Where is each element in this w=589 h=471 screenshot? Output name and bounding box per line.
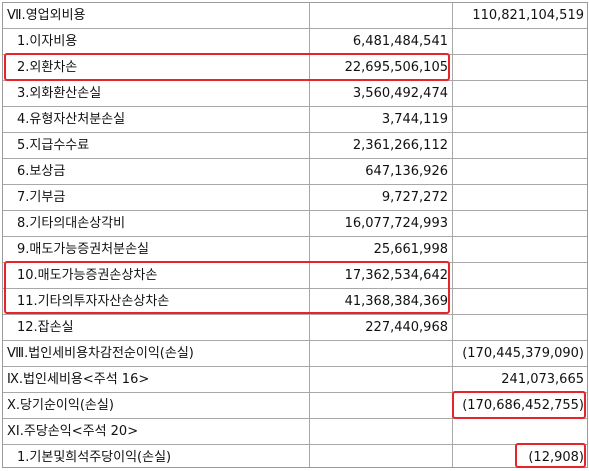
row-amount-detail: 2,361,266,112 <box>352 138 448 153</box>
row-amount-total <box>456 159 584 184</box>
row-amount-total <box>456 211 584 236</box>
statement-row: 1.이자비용 6,481,484,541 <box>3 29 587 55</box>
statement-row: 1.기본및희석주당이익(손실) (12,908) <box>3 445 587 471</box>
column-divider <box>452 3 453 467</box>
row-amount-detail: 6,481,484,541 <box>352 34 448 49</box>
statement-row: 5.지급수수료 2,361,266,112 <box>3 133 587 159</box>
statement-row: 3.외화환산손실 3,560,492,474 <box>3 81 587 107</box>
row-label: 10.매도가능증권손상차손 <box>17 268 158 283</box>
row-amount-detail: 3,744,119 <box>381 112 448 127</box>
statement-row: 11.기타의투자자산손상차손 41,368,384,369 <box>3 289 587 315</box>
row-amount-detail: 41,368,384,369 <box>344 294 448 309</box>
row-amount-detail <box>313 445 448 470</box>
row-amount-total: 110,821,104,519 <box>472 8 584 23</box>
row-amount-total <box>456 289 584 314</box>
statement-row: 12.잡손실 227,440,968 <box>3 315 587 341</box>
row-label: 9.매도가능증권처분손실 <box>17 242 150 257</box>
row-label: 8.기타의대손상각비 <box>17 216 126 231</box>
row-amount-total: 241,073,665 <box>501 372 584 387</box>
row-amount-detail <box>313 341 448 366</box>
row-amount-total <box>456 419 584 444</box>
row-amount-detail: 3,560,492,474 <box>352 86 448 101</box>
row-amount-total <box>456 29 584 54</box>
row-label: 2.외환차손 <box>17 60 78 75</box>
row-label: Ⅹ.당기순이익(손실) <box>7 398 114 413</box>
row-amount-total <box>456 81 584 106</box>
row-label: 4.유형자산처분손실 <box>17 112 126 127</box>
row-label: 7.기부금 <box>17 190 66 205</box>
row-amount-detail: 17,362,534,642 <box>344 268 448 283</box>
statement-row: 10.매도가능증권손상차손 17,362,534,642 <box>3 263 587 289</box>
row-amount-detail: 16,077,724,993 <box>344 216 448 231</box>
row-amount-detail: 647,136,926 <box>365 164 448 179</box>
row-label: 12.잡손실 <box>17 320 74 335</box>
row-amount-detail: 9,727,272 <box>381 190 448 205</box>
statement-row: Ⅸ.법인세비용<주석 16> 241,073,665 <box>3 367 587 393</box>
row-label: 11.기타의투자자산손상차손 <box>17 294 170 309</box>
row-label: 1.기본및희석주당이익(손실) <box>17 450 172 465</box>
statement-row: 4.유형자산처분손실 3,744,119 <box>3 107 587 133</box>
row-label: ⅩⅠ.주당손익<주석 20> <box>7 424 139 439</box>
row-amount-total: (170,445,379,090) <box>462 346 584 361</box>
row-amount-total <box>456 263 584 288</box>
column-divider <box>309 3 310 467</box>
row-amount-detail: 22,695,506,105 <box>344 60 448 75</box>
statement-row: 6.보상금 647,136,926 <box>3 159 587 185</box>
statement-row: ⅩⅠ.주당손익<주석 20> <box>3 419 587 445</box>
row-amount-total <box>456 185 584 210</box>
statement-row: 8.기타의대손상각비 16,077,724,993 <box>3 211 587 237</box>
row-amount-detail <box>313 367 448 392</box>
statement-row: 2.외환차손 22,695,506,105 <box>3 55 587 81</box>
row-label: Ⅸ.법인세비용<주석 16> <box>7 372 150 387</box>
row-amount-detail: 25,661,998 <box>373 242 448 257</box>
statement-row: 9.매도가능증권처분손실 25,661,998 <box>3 237 587 263</box>
row-amount-detail: 227,440,968 <box>365 320 448 335</box>
row-amount-detail <box>313 419 448 444</box>
row-label: Ⅷ.법인세비용차감전순이익(손실) <box>7 346 194 361</box>
statement-row: Ⅹ.당기순이익(손실) (170,686,452,755) <box>3 393 587 419</box>
statement-row: Ⅷ.법인세비용차감전순이익(손실) (170,445,379,090) <box>3 341 587 367</box>
row-label: 3.외화환산손실 <box>17 86 102 101</box>
row-label: 6.보상금 <box>17 164 66 179</box>
row-amount-detail <box>313 393 448 418</box>
row-amount-total <box>456 133 584 158</box>
statement-row: 7.기부금 9,727,272 <box>3 185 587 211</box>
row-amount-total: (12,908) <box>528 450 584 465</box>
statement-row: Ⅶ.영업외비용 110,821,104,519 <box>3 3 587 29</box>
row-label: 1.이자비용 <box>17 34 78 49</box>
row-amount-detail <box>313 3 448 28</box>
row-label: Ⅶ.영업외비용 <box>7 8 86 23</box>
row-amount-total: (170,686,452,755) <box>462 398 584 413</box>
row-label: 5.지급수수료 <box>17 138 90 153</box>
row-amount-total <box>456 55 584 80</box>
row-amount-total <box>456 107 584 132</box>
row-amount-total <box>456 237 584 262</box>
row-amount-total <box>456 315 584 340</box>
